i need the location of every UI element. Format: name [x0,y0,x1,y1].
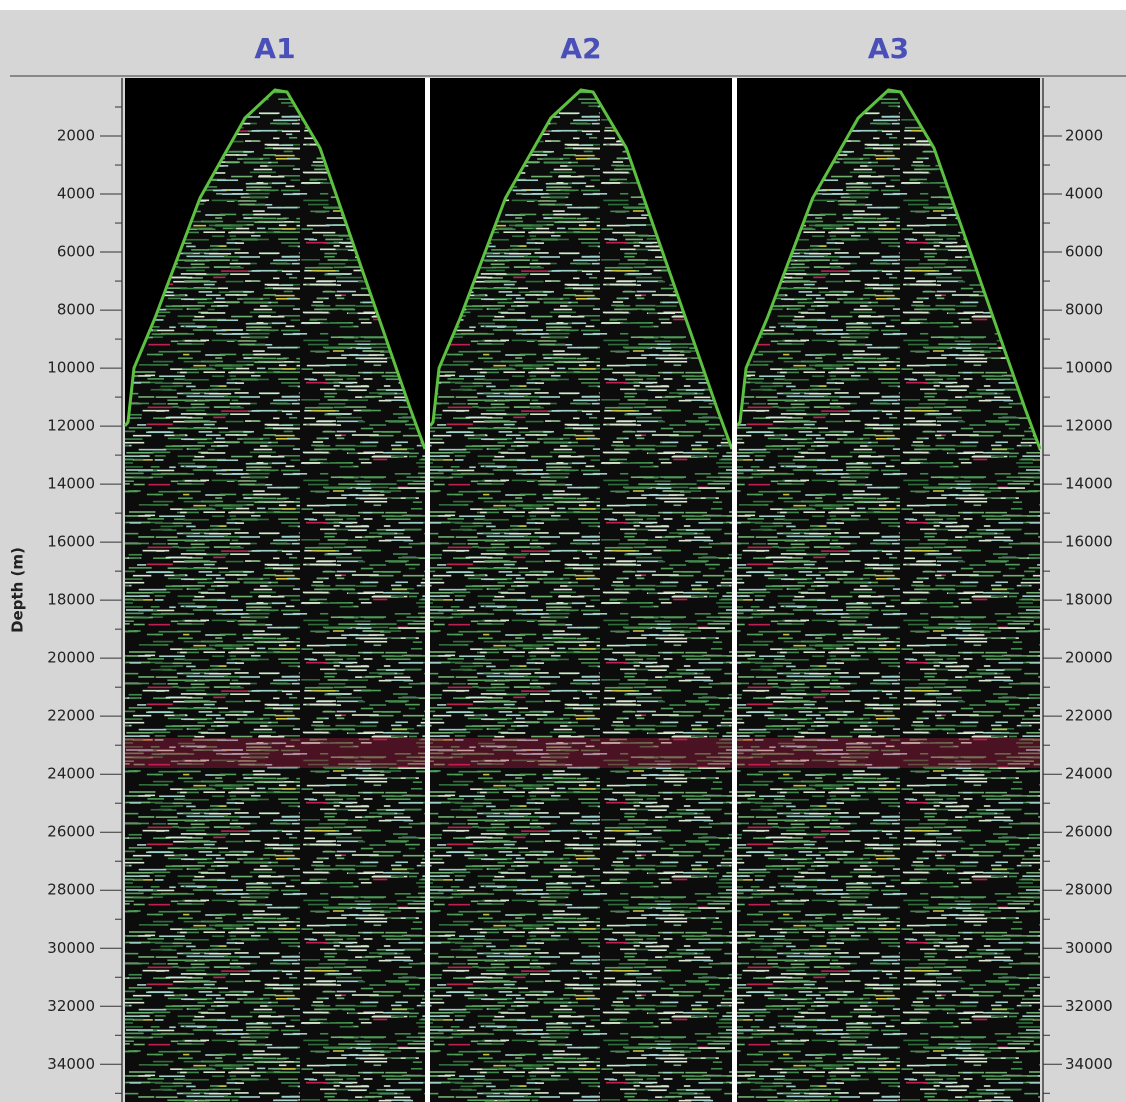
y-tick-label: 16000 [47,533,95,551]
y-tick-label: 2000 [1065,127,1103,145]
y-tick-label: 20000 [47,649,95,667]
y-tick-label: 6000 [1065,243,1103,261]
y-tick-label: 10000 [47,359,95,377]
y-tick-label: 10000 [1065,359,1113,377]
separator [425,78,430,1102]
mute-edge [735,88,1042,450]
y-tick-label: 28000 [47,881,95,899]
y-tick-label: 26000 [1065,823,1113,841]
y-axis-label: Depth (m) [9,547,27,633]
y-tick-label: 18000 [1065,591,1113,609]
y-tick-label: 28000 [1065,881,1113,899]
y-tick-label: 24000 [47,765,95,783]
y-tick-label: 4000 [57,185,95,203]
red-band [430,738,732,768]
y-tick-label: 22000 [47,707,95,725]
y-tick-label: 30000 [1065,939,1113,957]
mute-edge [123,88,427,450]
y-tick-label: 4000 [1065,185,1103,203]
y-tick-label: 6000 [57,243,95,261]
mute-zone [125,78,425,449]
mute-zone [430,78,732,449]
y-tick-label: 14000 [47,475,95,493]
y-tick-label: 8000 [1065,301,1103,319]
y-tick-label: 8000 [57,301,95,319]
y-tick-label: 18000 [47,591,95,609]
y-tick-label: 12000 [1065,417,1113,435]
panel-title: A1 [254,32,295,65]
y-tick-label: 22000 [1065,707,1113,725]
separator [732,78,737,1102]
y-tick-label: 26000 [47,823,95,841]
y-tick-label: 24000 [1065,765,1113,783]
y-tick-label: 32000 [1065,997,1113,1015]
panel-title: A3 [868,32,909,65]
y-tick-label: 30000 [47,939,95,957]
y-tick-label: 2000 [57,127,95,145]
y-tick-label: 34000 [1065,1055,1113,1073]
mute-zone [737,78,1040,449]
y-tick-label: 14000 [1065,475,1113,493]
y-tick-label: 34000 [47,1055,95,1073]
y-tick-label: 12000 [47,417,95,435]
y-tick-label: 20000 [1065,649,1113,667]
y-tick-label: 16000 [1065,533,1113,551]
y-tick-label: 32000 [47,997,95,1015]
mute-edge [428,88,734,450]
panel-title: A2 [560,32,601,65]
red-band [125,738,425,768]
red-band [737,738,1040,768]
